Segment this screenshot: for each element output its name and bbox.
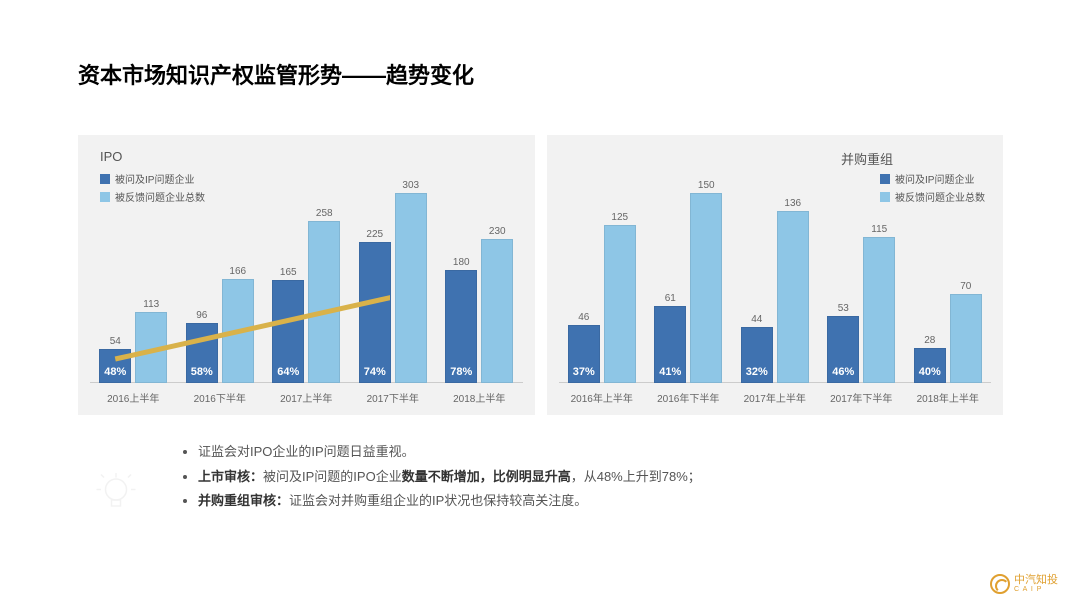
bar-value: 44 xyxy=(751,314,762,325)
bar-series1: 5346% xyxy=(827,316,859,383)
bar-group: 5346%115 xyxy=(827,237,895,383)
bar-series2: 303 xyxy=(395,193,427,383)
x-labels-ipo: 2016上半年 2016下半年 2017上半年 2017下半年 2018上半年 xyxy=(90,390,523,405)
bar-pct: 41% xyxy=(659,366,681,378)
bar-series2: 70 xyxy=(950,294,982,383)
charts-row: IPO 被问及IP问题企业 被反馈问题企业总数 5448%1139658%166… xyxy=(78,135,1003,415)
x-tick: 2017年上半年 xyxy=(744,390,806,405)
bar-value: 53 xyxy=(838,303,849,314)
bar-value: 303 xyxy=(402,180,419,191)
bar-value: 28 xyxy=(924,335,935,346)
bar-pct: 32% xyxy=(746,366,768,378)
plot-ma: 4637%1256141%1504432%1365346%1152840%70 xyxy=(559,183,992,383)
bar-value: 180 xyxy=(453,257,470,268)
bar-value: 230 xyxy=(489,226,506,237)
bar-value: 54 xyxy=(110,336,121,347)
bar-value: 225 xyxy=(366,229,383,240)
bar-group: 2840%70 xyxy=(914,294,982,383)
bar-group: 9658%166 xyxy=(186,279,254,383)
bar-group: 6141%150 xyxy=(654,193,722,383)
bar-group: 18078%230 xyxy=(445,239,513,383)
bar-pct: 48% xyxy=(104,366,126,378)
bar-series2: 230 xyxy=(481,239,513,383)
bullet-1: 证监会对IPO企业的IP问题日益重视。 xyxy=(198,440,701,465)
page-title: 资本市场知识产权监管形势——趋势变化 xyxy=(78,58,474,90)
bar-series1: 5448% xyxy=(99,349,131,383)
x-tick: 2018年上半年 xyxy=(917,390,979,405)
bar-series1: 4432% xyxy=(741,327,773,383)
x-tick: 2017下半年 xyxy=(367,390,419,405)
bar-pct: 78% xyxy=(450,366,472,378)
chart-ma: 并购重组 被问及IP问题企业 被反馈问题企业总数 4637%1256141%15… xyxy=(547,135,1004,415)
chart-ipo: IPO 被问及IP问题企业 被反馈问题企业总数 5448%1139658%166… xyxy=(78,135,535,415)
bar-value: 136 xyxy=(784,198,801,209)
x-tick: 2016上半年 xyxy=(107,390,159,405)
bar-pct: 58% xyxy=(191,366,213,378)
bar-value: 46 xyxy=(578,312,589,323)
bar-value: 61 xyxy=(665,293,676,304)
bar-pct: 40% xyxy=(919,366,941,378)
x-tick: 2017年下半年 xyxy=(830,390,892,405)
logo-sub: C A I P xyxy=(1014,586,1058,593)
lightbulb-icon xyxy=(92,470,140,518)
bar-group: 5448%113 xyxy=(99,312,167,383)
bar-pct: 37% xyxy=(573,366,595,378)
bar-value: 113 xyxy=(143,299,159,310)
bar-value: 166 xyxy=(229,266,246,277)
chart-title-ipo: IPO xyxy=(100,149,122,164)
bar-group: 4432%136 xyxy=(741,211,809,383)
bar-value: 125 xyxy=(611,212,628,223)
bar-series2: 150 xyxy=(690,193,722,383)
plot-ipo: 5448%1139658%16616564%25822574%30318078%… xyxy=(90,183,523,383)
x-tick: 2017上半年 xyxy=(280,390,332,405)
bar-value: 115 xyxy=(871,224,887,235)
bar-pct: 64% xyxy=(277,366,299,378)
bar-group: 22574%303 xyxy=(359,193,427,383)
bullets: 证监会对IPO企业的IP问题日益重视。 上市审核：被问及IP问题的IPO企业数量… xyxy=(180,440,701,514)
bar-series2: 115 xyxy=(863,237,895,383)
logo-icon xyxy=(990,574,1010,594)
x-tick: 2016年上半年 xyxy=(571,390,633,405)
x-labels-ma: 2016年上半年 2016年下半年 2017年上半年 2017年下半年 2018年上半年 xyxy=(559,390,992,405)
bar-series2: 113 xyxy=(135,312,167,383)
logo-name: 中汽知投 xyxy=(1014,575,1058,586)
bar-series1: 4637% xyxy=(568,325,600,383)
bar-value: 165 xyxy=(280,267,297,278)
x-tick: 2016年下半年 xyxy=(657,390,719,405)
bar-series1: 18078% xyxy=(445,270,477,383)
x-tick: 2016下半年 xyxy=(194,390,246,405)
bar-pct: 74% xyxy=(364,366,386,378)
bar-series1: 16564% xyxy=(272,280,304,383)
bar-series1: 9658% xyxy=(186,323,218,383)
bar-group: 4637%125 xyxy=(568,225,636,383)
bar-value: 70 xyxy=(960,281,971,292)
x-tick: 2018上半年 xyxy=(453,390,505,405)
bar-group: 16564%258 xyxy=(272,221,340,383)
logo: 中汽知投 C A I P xyxy=(990,574,1058,594)
bar-series2: 136 xyxy=(777,211,809,383)
bar-pct: 46% xyxy=(832,366,854,378)
bar-series2: 166 xyxy=(222,279,254,383)
bar-value: 258 xyxy=(316,208,333,219)
bar-series1: 22574% xyxy=(359,242,391,383)
chart-title-ma: 并购重组 xyxy=(841,149,893,168)
bar-value: 150 xyxy=(698,180,715,191)
bar-series1: 2840% xyxy=(914,348,946,383)
bullet-3: 并购重组审核：证监会对并购重组企业的IP状况也保持较高关注度。 xyxy=(198,489,701,514)
bar-value: 96 xyxy=(196,310,207,321)
bar-series2: 125 xyxy=(604,225,636,383)
bar-series1: 6141% xyxy=(654,306,686,383)
bar-series2: 258 xyxy=(308,221,340,383)
bullet-2: 上市审核：被问及IP问题的IPO企业数量不断增加，比例明显升高，从48%上升到7… xyxy=(198,465,701,490)
